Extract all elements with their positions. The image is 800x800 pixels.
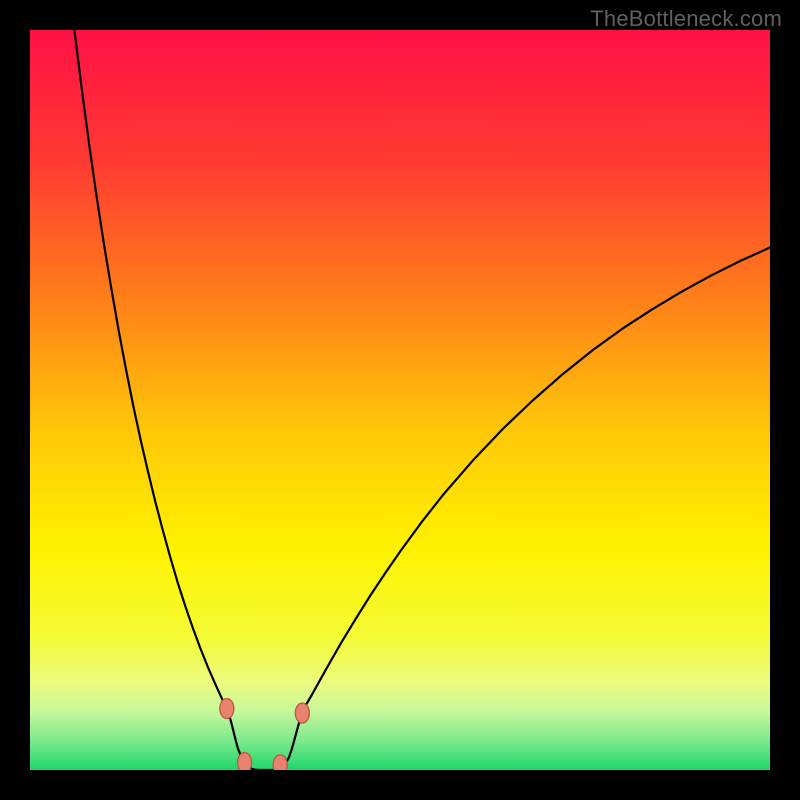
data-marker-3 [295,703,309,723]
chart-background [30,30,770,770]
data-marker-0 [220,699,234,719]
plot-area [30,30,770,770]
data-marker-1 [238,753,252,770]
watermark-text: TheBottleneck.com [590,6,782,32]
plot-svg [30,30,770,770]
chart-frame: TheBottleneck.com [0,0,800,800]
data-marker-2 [273,755,287,770]
